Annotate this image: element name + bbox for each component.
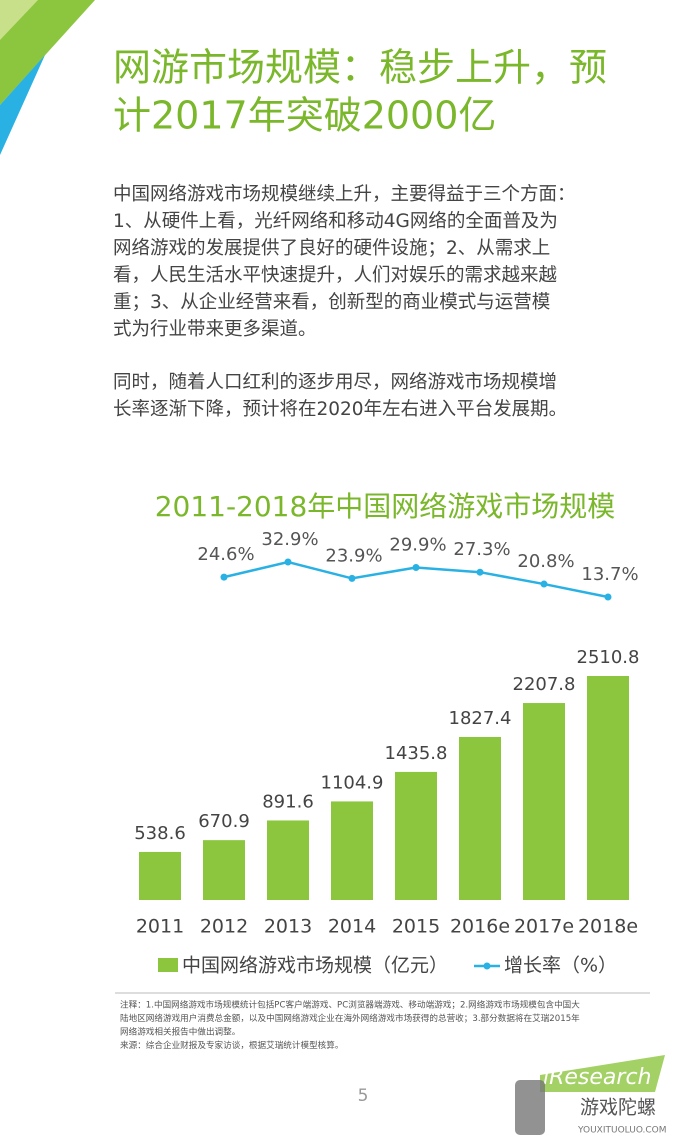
legend-label: 中国网络游戏市场规模（亿元） — [182, 955, 448, 977]
bar-label: 891.6 — [262, 791, 314, 812]
logo-brand: iResearch — [543, 1065, 652, 1090]
x-tick-label: 2015 — [392, 916, 440, 938]
logo-shape — [540, 1055, 665, 1092]
growth-dot — [604, 593, 612, 601]
body-line: 看，人民生活水平快速提升，人们对娱乐的需求越来越 — [113, 265, 557, 286]
bar-label: 1104.9 — [321, 772, 384, 793]
growth-label: 24.6% — [197, 544, 254, 565]
note-line: 陆地区网络游戏用户消费总金额，以及中国网络游戏企业在海外网络游戏市场获得的总营收… — [120, 1012, 580, 1024]
bar — [459, 736, 501, 900]
growth-label: 27.3% — [453, 539, 510, 560]
x-tick-label: 2017e — [514, 916, 574, 938]
bar — [139, 851, 181, 900]
x-tick-label: 2012 — [200, 916, 248, 938]
growth-label: 32.9% — [261, 529, 318, 550]
bar-label: 1435.8 — [385, 743, 448, 764]
x-tick-label: 2016e — [450, 916, 510, 938]
note-line: 注释：1.中国网络游戏市场规模统计包括PC客户端游戏、PC浏览器端游戏、移动端游… — [120, 999, 580, 1011]
page-number: 5 — [358, 1086, 369, 1106]
growth-label: 23.9% — [325, 545, 382, 566]
growth-dot — [220, 573, 228, 581]
bar — [331, 801, 373, 900]
bar-label: 2510.8 — [577, 647, 640, 668]
x-tick-label: 2011 — [136, 916, 184, 938]
growth-dot — [476, 568, 484, 576]
title-line: 网游市场规模：稳步上升，预 — [113, 46, 607, 90]
chart-title: 2011-2018年中国网络游戏市场规模 — [155, 490, 616, 523]
bar — [203, 840, 245, 900]
title-line: 计2017年突破2000亿 — [113, 94, 496, 138]
body-line: 式为行业带来更多渠道。 — [113, 319, 317, 340]
growth-label: 13.7% — [581, 564, 638, 585]
body-line: 同时，随着人口红利的逐步用尽，网络游戏市场规模增 — [113, 372, 557, 393]
growth-dot — [348, 574, 356, 582]
legend-label: 增长率（%） — [504, 955, 617, 977]
watermark: 游戏陀螺 — [580, 1097, 656, 1119]
body-line: 中国网络游戏市场规模继续上升，主要得益于三个方面： — [113, 184, 576, 205]
growth-dot — [540, 580, 548, 588]
bar — [395, 771, 437, 900]
watermark-icon — [515, 1080, 545, 1135]
corner-blue — [0, 55, 45, 155]
legend-dot — [483, 962, 491, 970]
bar — [587, 676, 629, 900]
bar-label: 538.6 — [134, 823, 186, 844]
watermark-url: YOUXITUOLUO.COM — [577, 1126, 667, 1136]
bar-label: 670.9 — [198, 811, 250, 832]
legend-swatch — [158, 958, 178, 972]
body-line: 网络游戏的发展提供了良好的硬件设施；2、从需求上 — [113, 238, 550, 259]
x-tick-label: 2018e — [578, 916, 638, 938]
x-tick-label: 2013 — [264, 916, 312, 938]
x-tick-label: 2014 — [328, 916, 376, 938]
growth-label: 20.8% — [517, 551, 574, 572]
body-line: 重；3、从企业经营来看，创新型的商业模式与运营模 — [113, 292, 550, 313]
corner-light — [0, 0, 38, 40]
bar-label: 2207.8 — [513, 674, 576, 695]
bar — [267, 820, 309, 900]
bar-label: 1827.4 — [449, 708, 512, 729]
growth-dot — [284, 558, 292, 566]
note-line: 来源：综合企业财报及专家访谈，根据艾瑞统计模型核算。 — [120, 1039, 343, 1051]
bar — [523, 703, 565, 900]
body-line: 1、从硬件上看，光纤网络和移动4G网络的全面普及为 — [113, 211, 558, 232]
growth-dot — [412, 563, 420, 571]
note-line: 网络游戏相关报告中做出调整。 — [120, 1026, 240, 1038]
body-line: 长率逐渐下降，预计将在2020年左右进入平台发展期。 — [113, 399, 567, 420]
growth-label: 29.9% — [389, 534, 446, 555]
